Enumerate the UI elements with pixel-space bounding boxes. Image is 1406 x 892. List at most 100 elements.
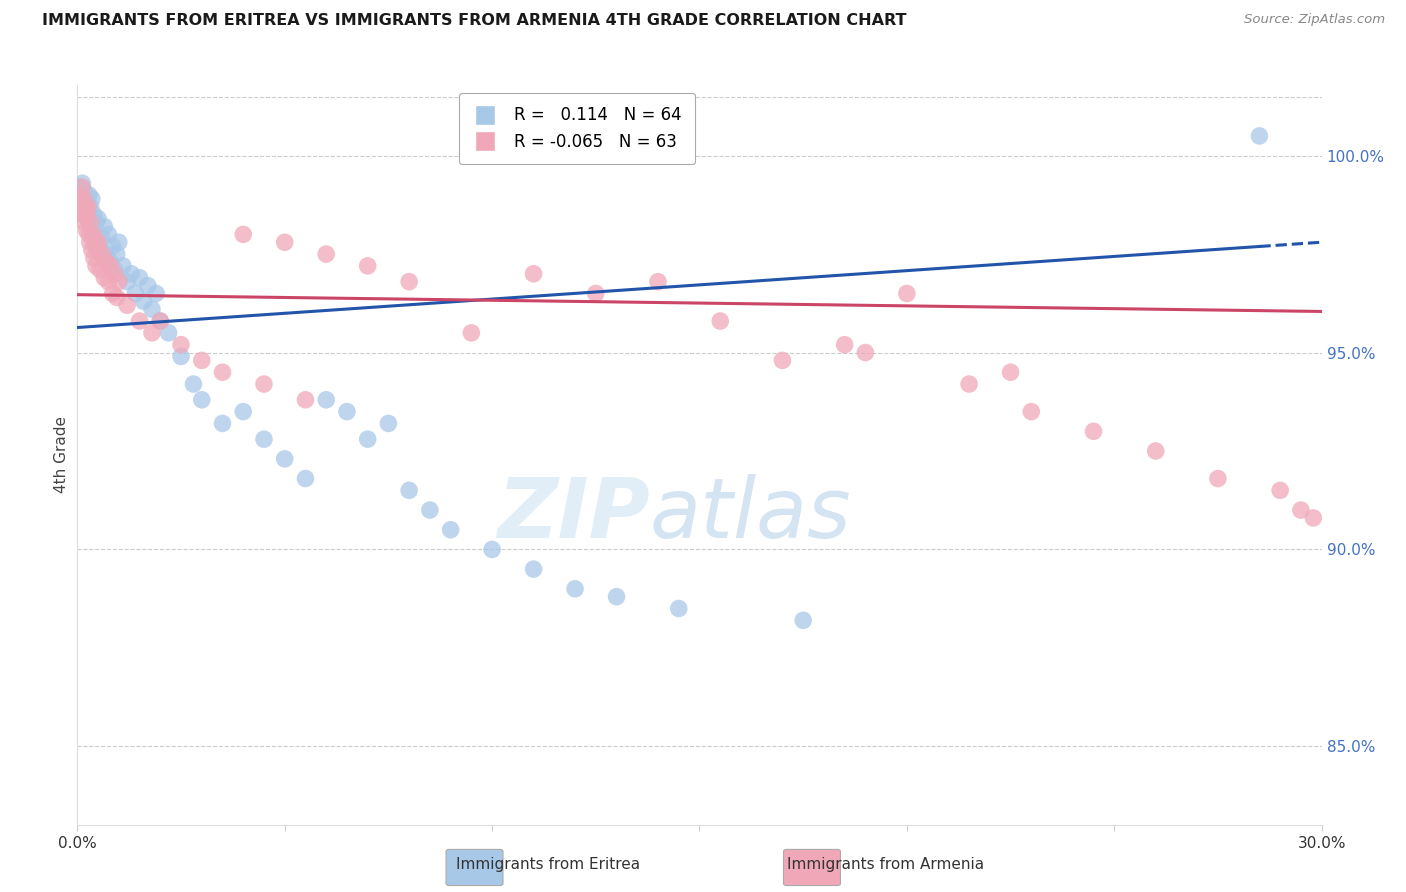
- Point: [141, 326, 163, 340]
- Point: [79, 216, 101, 230]
- Point: [357, 259, 380, 273]
- Point: [108, 275, 131, 289]
- Point: [73, 184, 96, 198]
- Point: [336, 404, 359, 418]
- Point: [93, 270, 115, 285]
- Point: [75, 200, 97, 214]
- Point: [274, 235, 297, 250]
- Point: [377, 417, 399, 431]
- Point: [440, 523, 463, 537]
- Point: [481, 542, 503, 557]
- Point: [124, 286, 146, 301]
- Point: [315, 392, 337, 407]
- Point: [170, 350, 193, 364]
- Point: [91, 247, 114, 261]
- Point: [100, 255, 122, 269]
- Text: Source: ZipAtlas.com: Source: ZipAtlas.com: [1244, 13, 1385, 27]
- Point: [84, 259, 107, 273]
- Point: [1083, 425, 1105, 439]
- Text: atlas: atlas: [650, 474, 852, 555]
- Point: [82, 227, 104, 242]
- Point: [1289, 503, 1312, 517]
- Point: [460, 326, 482, 340]
- Point: [294, 471, 316, 485]
- Point: [120, 267, 142, 281]
- Point: [104, 267, 127, 281]
- Point: [398, 483, 420, 498]
- Point: [108, 235, 131, 250]
- Point: [253, 377, 276, 392]
- Point: [398, 275, 420, 289]
- Point: [232, 227, 254, 242]
- Point: [75, 208, 97, 222]
- Point: [957, 377, 980, 392]
- Point: [84, 216, 107, 230]
- Point: [128, 314, 150, 328]
- Point: [1206, 471, 1229, 485]
- Point: [79, 235, 101, 250]
- Point: [79, 200, 101, 214]
- Point: [792, 613, 814, 627]
- Text: Immigrants from Armenia: Immigrants from Armenia: [787, 857, 984, 872]
- Point: [79, 216, 101, 230]
- Point: [75, 223, 97, 237]
- Point: [668, 601, 690, 615]
- Point: [75, 195, 97, 210]
- Point: [191, 353, 214, 368]
- Point: [149, 314, 172, 328]
- Point: [72, 208, 94, 222]
- Point: [1249, 128, 1271, 143]
- Y-axis label: 4th Grade: 4th Grade: [53, 417, 69, 493]
- Point: [67, 180, 90, 194]
- Point: [101, 239, 124, 253]
- Point: [191, 392, 214, 407]
- Point: [1270, 483, 1292, 498]
- Point: [149, 314, 172, 328]
- FancyBboxPatch shape: [783, 849, 841, 886]
- Point: [73, 200, 96, 214]
- Point: [69, 203, 91, 218]
- Point: [115, 298, 138, 312]
- Point: [1144, 444, 1167, 458]
- Point: [896, 286, 918, 301]
- Point: [145, 286, 167, 301]
- Point: [76, 208, 98, 222]
- Point: [70, 195, 93, 210]
- Point: [77, 227, 100, 242]
- Point: [834, 337, 856, 351]
- Point: [585, 286, 607, 301]
- Point: [76, 211, 98, 226]
- Point: [83, 235, 105, 250]
- Point: [128, 270, 150, 285]
- Point: [77, 188, 100, 202]
- Point: [73, 216, 96, 230]
- Point: [86, 243, 108, 257]
- Point: [141, 302, 163, 317]
- Point: [69, 195, 91, 210]
- Point: [96, 247, 118, 261]
- Point: [157, 326, 180, 340]
- Point: [1021, 404, 1043, 418]
- Point: [87, 211, 110, 226]
- Point: [82, 219, 104, 234]
- Text: ZIP: ZIP: [498, 474, 650, 555]
- Point: [72, 180, 94, 194]
- Point: [132, 294, 155, 309]
- Point: [232, 404, 254, 418]
- Point: [73, 192, 96, 206]
- Point: [1000, 365, 1022, 379]
- FancyBboxPatch shape: [446, 849, 503, 886]
- Point: [315, 247, 337, 261]
- Point: [100, 259, 122, 273]
- Point: [77, 203, 100, 218]
- Point: [564, 582, 586, 596]
- Point: [606, 590, 628, 604]
- Point: [855, 345, 877, 359]
- Point: [72, 192, 94, 206]
- Point: [111, 259, 134, 273]
- Point: [211, 417, 233, 431]
- Point: [96, 255, 118, 269]
- Point: [97, 227, 120, 242]
- Point: [419, 503, 441, 517]
- Point: [70, 188, 93, 202]
